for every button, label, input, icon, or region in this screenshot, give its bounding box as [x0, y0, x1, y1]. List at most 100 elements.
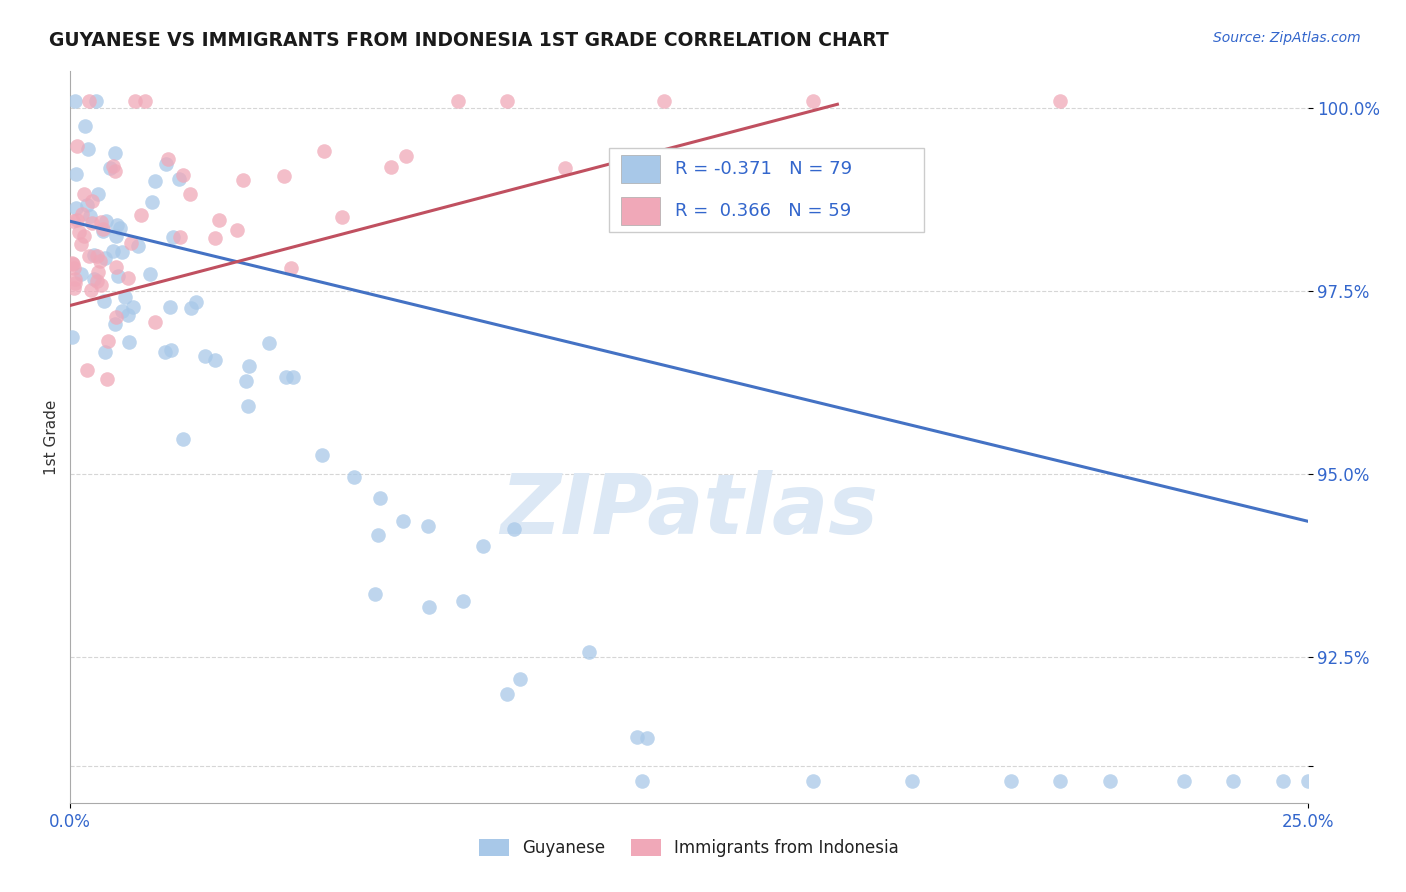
- Point: [63, 272, 86, 286]
- Point: [159, 343, 181, 357]
- Point: [65, 202, 87, 216]
- Point: [62, 260, 84, 275]
- Legend: Guyanese, Immigrants from Indonesia: Guyanese, Immigrants from Indonesia: [472, 832, 905, 864]
- Point: [1098, 773, 1121, 788]
- Point: [89, 254, 111, 268]
- Point: [626, 730, 648, 744]
- Point: [153, 344, 176, 359]
- Point: [83, 271, 105, 285]
- Point: [93, 345, 115, 359]
- Point: [91, 224, 114, 238]
- Point: [96, 372, 118, 386]
- Point: [238, 399, 260, 413]
- Point: [120, 236, 142, 251]
- Point: [70, 207, 93, 221]
- Point: [77, 94, 100, 108]
- Point: [172, 432, 194, 446]
- Point: [631, 773, 654, 788]
- Point: [104, 146, 127, 161]
- Point: [143, 174, 166, 188]
- Point: [636, 731, 658, 746]
- Point: [76, 198, 98, 212]
- Point: [472, 539, 495, 553]
- Point: [281, 369, 304, 384]
- Point: [117, 308, 139, 322]
- Point: [111, 303, 134, 318]
- Point: [554, 161, 576, 175]
- Text: ZIPatlas: ZIPatlas: [501, 470, 877, 550]
- Point: [169, 230, 191, 244]
- Point: [1000, 773, 1022, 788]
- Point: [204, 230, 226, 244]
- Point: [65, 167, 87, 181]
- Point: [90, 215, 112, 229]
- Point: [167, 172, 190, 186]
- Point: [118, 334, 141, 349]
- Point: [83, 248, 105, 262]
- Point: [105, 310, 128, 325]
- Point: [66, 213, 89, 227]
- Point: [101, 159, 124, 173]
- Point: [1173, 773, 1195, 788]
- Point: [257, 336, 280, 351]
- Point: [162, 230, 184, 244]
- FancyBboxPatch shape: [609, 148, 924, 232]
- Point: [1296, 773, 1319, 788]
- Point: [93, 294, 115, 309]
- Point: [80, 194, 103, 208]
- Point: [370, 491, 392, 506]
- Point: [75, 119, 97, 133]
- Point: [62, 214, 84, 228]
- Point: [79, 209, 101, 223]
- Point: [94, 252, 117, 266]
- Point: [204, 353, 226, 368]
- Point: [122, 300, 145, 314]
- Point: [129, 208, 152, 222]
- Point: [900, 773, 922, 788]
- Point: [363, 587, 385, 601]
- Point: [274, 370, 297, 384]
- Point: [141, 194, 163, 209]
- Point: [232, 172, 254, 186]
- Point: [105, 218, 128, 232]
- Point: [65, 276, 87, 290]
- Point: [77, 142, 100, 156]
- Point: [380, 160, 402, 174]
- Point: [801, 94, 824, 108]
- FancyBboxPatch shape: [621, 197, 661, 225]
- Point: [179, 187, 201, 202]
- Point: [139, 268, 162, 282]
- Point: [447, 94, 470, 108]
- Point: [67, 225, 90, 239]
- Point: [62, 280, 84, 294]
- Point: [184, 294, 207, 309]
- Point: [238, 359, 260, 373]
- Point: [207, 213, 229, 227]
- Point: [80, 217, 103, 231]
- Point: [62, 257, 84, 271]
- Point: [1271, 773, 1294, 788]
- Point: [194, 350, 217, 364]
- Point: [312, 144, 335, 158]
- Point: [101, 244, 124, 258]
- Point: [105, 260, 128, 274]
- Point: [496, 94, 519, 108]
- Point: [79, 249, 101, 263]
- Point: [73, 187, 96, 202]
- Point: [117, 271, 139, 285]
- Point: [502, 523, 524, 537]
- Point: [86, 274, 108, 288]
- Point: [1049, 94, 1071, 108]
- Point: [801, 773, 824, 788]
- Point: [416, 519, 439, 533]
- Point: [84, 94, 107, 108]
- Point: [159, 300, 181, 314]
- Point: [104, 164, 127, 178]
- Point: [496, 687, 519, 701]
- Point: [98, 161, 121, 176]
- Point: [86, 249, 108, 263]
- Text: Source: ZipAtlas.com: Source: ZipAtlas.com: [1213, 31, 1361, 45]
- Point: [94, 214, 117, 228]
- Point: [127, 239, 149, 253]
- Point: [124, 94, 146, 108]
